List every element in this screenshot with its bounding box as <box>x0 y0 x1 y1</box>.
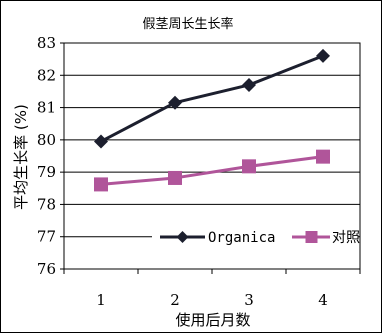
data-point-control <box>94 177 108 192</box>
y-axis-label: 平均生长率 (%) <box>12 104 30 210</box>
series-line-control <box>100 155 324 186</box>
y-tick-label: 77 <box>37 228 56 246</box>
legend-marker-control <box>305 231 318 243</box>
data-point-control <box>168 170 182 185</box>
chart-title: 假茎周长生长率 <box>142 16 233 32</box>
series-layer <box>94 48 330 192</box>
x-axis-ticks: 1 2 3 4 <box>63 269 361 309</box>
legend: Organica 对照 <box>152 221 360 253</box>
data-point-organica <box>242 77 256 92</box>
y-tick-label: 83 <box>37 34 56 52</box>
data-point-organica <box>316 48 330 63</box>
y-tick-label: 78 <box>37 195 56 213</box>
series-line-organica <box>100 54 324 143</box>
y-tick-label: 80 <box>37 131 56 149</box>
y-tick-label: 76 <box>37 260 56 278</box>
y-tick-label: 81 <box>37 99 56 117</box>
y-tick-label: 79 <box>37 163 56 181</box>
legend-label-organica: Organica <box>208 230 275 246</box>
data-point-organica <box>168 95 182 110</box>
y-tick-label: 82 <box>37 66 56 84</box>
data-point-control <box>316 149 330 164</box>
legend-label-control: 对照 <box>332 230 360 246</box>
data-point-control <box>242 159 256 174</box>
x-tick-label: 4 <box>318 291 328 309</box>
x-tick-label: 3 <box>244 291 254 309</box>
data-point-organica <box>94 134 108 149</box>
x-tick-label: 1 <box>96 291 106 309</box>
y-axis-ticks: 76 77 78 79 80 81 82 83 <box>37 34 64 278</box>
x-axis-label: 使用后月数 <box>175 311 250 329</box>
x-tick-label: 2 <box>170 291 180 309</box>
legend-marker-organica <box>176 231 189 243</box>
